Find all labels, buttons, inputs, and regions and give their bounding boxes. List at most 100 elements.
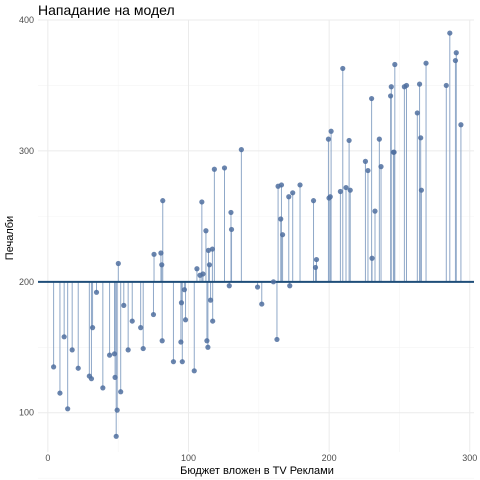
data-point (207, 297, 214, 303)
data-point (200, 271, 206, 277)
data-point (206, 262, 213, 268)
data-point (159, 338, 165, 344)
data-point (138, 325, 144, 331)
data-point (226, 283, 232, 289)
data-point (325, 136, 332, 142)
data-point (111, 351, 118, 357)
data-point (313, 256, 320, 263)
chart-title: Нападание на модел (38, 2, 175, 18)
data-point (297, 182, 303, 188)
y-tick-label: 300 (19, 146, 34, 156)
data-point (403, 82, 410, 89)
data-point (203, 228, 209, 234)
data-point (286, 194, 292, 200)
data-point (343, 184, 349, 191)
data-point (443, 82, 449, 89)
data-point (453, 50, 459, 56)
x-axis-label: Бюджет вложен в TV Реклами (180, 465, 334, 477)
data-point (328, 128, 334, 134)
data-point (312, 264, 319, 271)
y-axis-label: Печалби (4, 216, 16, 260)
data-point (194, 266, 200, 272)
data-point (254, 284, 261, 290)
data-point (100, 385, 106, 391)
data-point (178, 300, 185, 306)
data-point (365, 167, 371, 174)
data-point (452, 57, 459, 64)
data-point (221, 165, 228, 171)
data-point (121, 302, 127, 308)
data-point (181, 287, 188, 293)
data-point (340, 65, 346, 72)
y-axis-ticks: 100 200 300 400 (19, 15, 34, 418)
data-point (376, 136, 382, 142)
data-point (458, 122, 464, 128)
data-point (278, 182, 285, 188)
data-point (423, 60, 429, 66)
data-point (115, 260, 121, 267)
data-point (416, 81, 423, 87)
data-point (179, 359, 185, 365)
data-point (69, 347, 75, 353)
data-point (89, 325, 96, 331)
data-point (228, 209, 234, 216)
data-point (159, 262, 165, 268)
x-tick-label: 300 (462, 453, 477, 463)
data-point (362, 158, 369, 164)
data-point (129, 318, 135, 324)
data-point (387, 93, 394, 99)
data-point (418, 187, 424, 193)
data-point (369, 95, 375, 102)
data-point (278, 216, 284, 222)
data-point (140, 345, 146, 352)
data-point (369, 255, 375, 261)
data-point (113, 433, 119, 439)
y-tick-label: 100 (19, 408, 34, 418)
data-point (88, 376, 95, 382)
data-point (205, 344, 211, 350)
y-tick-label: 200 (19, 277, 34, 287)
data-point (238, 147, 244, 153)
data-point (151, 251, 157, 257)
data-point (191, 368, 197, 374)
data-point (287, 283, 293, 289)
data-point (65, 406, 71, 412)
data-point (112, 374, 118, 380)
data-point (414, 110, 420, 116)
x-tick-label: 200 (322, 453, 337, 463)
data-point (114, 407, 120, 413)
x-axis-ticks: 0 100 200 300 (45, 453, 477, 463)
data-point (158, 250, 164, 256)
data-point (211, 166, 217, 172)
data-point (270, 279, 277, 285)
data-point (182, 317, 189, 323)
data-point (75, 365, 81, 371)
data-point (346, 137, 352, 144)
data-point (210, 318, 216, 324)
data-point (372, 208, 378, 214)
data-point (279, 232, 286, 238)
data-point (337, 188, 343, 195)
y-tick-label: 400 (19, 15, 34, 25)
grid (38, 19, 474, 479)
data-point (347, 187, 353, 193)
data-point (290, 190, 296, 196)
data-point (418, 135, 424, 141)
data-point (204, 338, 210, 344)
data-point (106, 352, 113, 358)
x-tick-label: 100 (181, 453, 196, 463)
data-point (57, 390, 63, 396)
data-point (61, 334, 67, 340)
data-point (447, 30, 453, 36)
data-point (178, 339, 184, 345)
data-point (259, 301, 265, 307)
data-point (392, 61, 398, 68)
data-point (160, 198, 166, 204)
data-point (51, 364, 57, 370)
data-point (274, 336, 280, 343)
data-point (391, 149, 397, 155)
data-point (150, 311, 157, 318)
data-point (118, 389, 124, 395)
data-point (378, 164, 384, 170)
